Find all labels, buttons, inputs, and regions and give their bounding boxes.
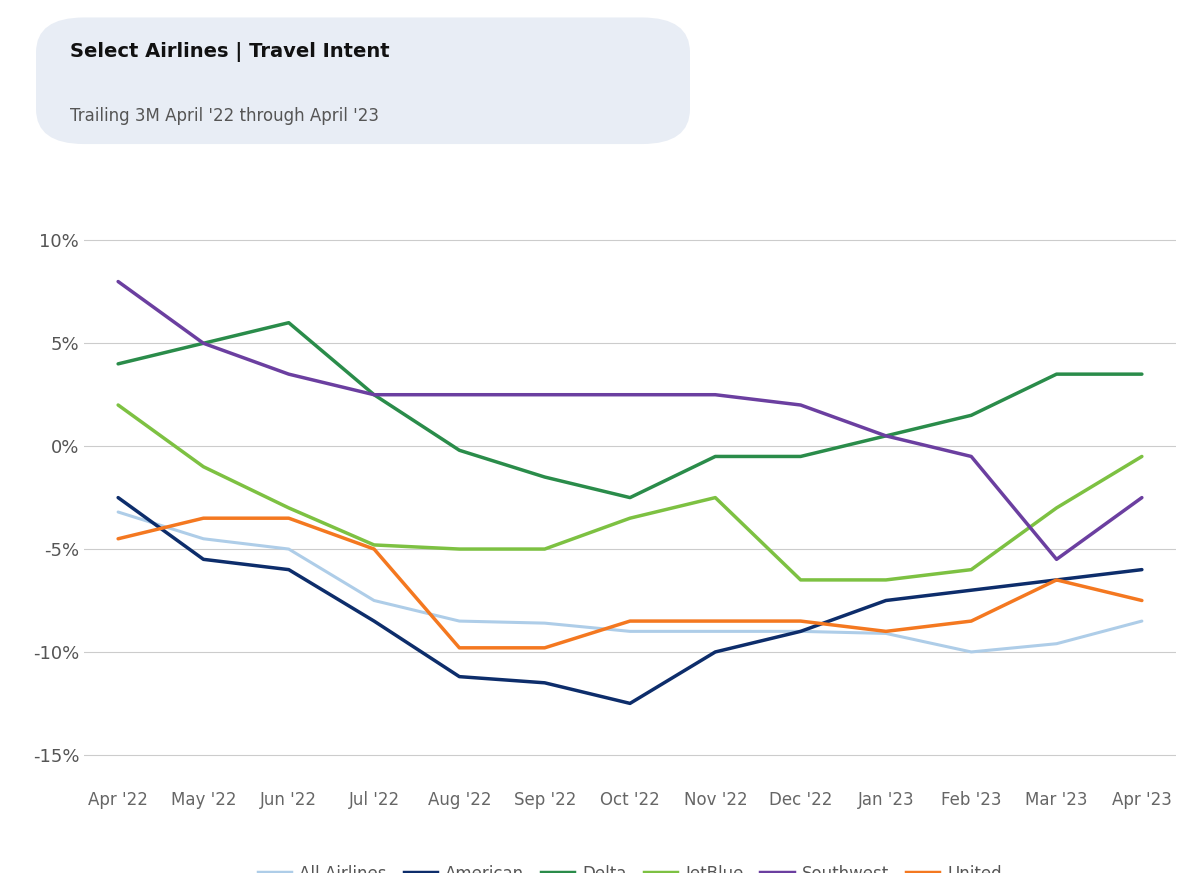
Text: Trailing 3M April '22 through April '23: Trailing 3M April '22 through April '23 xyxy=(70,107,379,125)
Text: Select Airlines | Travel Intent: Select Airlines | Travel Intent xyxy=(70,42,389,62)
Legend: All Airlines, American, Delta, JetBlue, Southwest, United: All Airlines, American, Delta, JetBlue, … xyxy=(251,858,1009,873)
